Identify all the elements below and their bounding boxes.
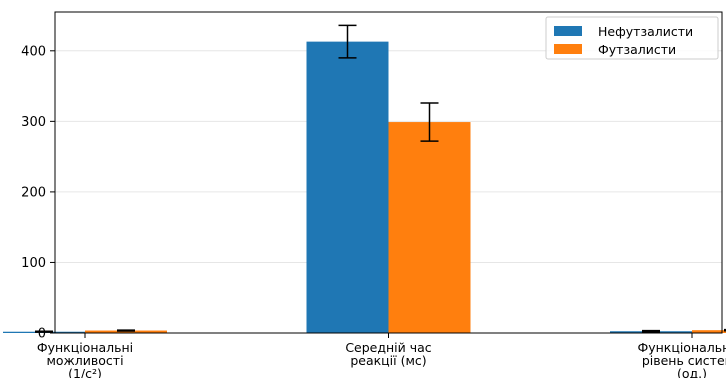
x-tick-label: Середній час реакції (мс) [345,340,431,368]
x-tick-label-line: можливості [46,353,123,368]
x-tick-label-line: реакції (мс) [350,353,426,368]
bar [306,41,389,333]
x-tick-label-line: Середній час [345,340,431,355]
bars [3,41,726,333]
y-tick-label: 300 [21,115,46,130]
legend-swatch [554,44,582,54]
y-tick-label: 200 [21,185,46,200]
legend-box [545,16,719,60]
legend-label: Футзалисти [598,42,676,57]
bar [85,330,167,333]
error-bars [35,24,726,333]
bar [692,330,726,333]
x-tick-label-line: рівень системи [642,353,726,368]
x-tick-label-line: Функціональний [637,340,726,355]
y-tick-label: 400 [21,44,46,59]
x-tick-label: Функціональні можливості (1/с²) [37,340,133,378]
x-tick-label-line: (1/с²) [68,366,102,378]
legend-label: Нефутзалисти [598,24,693,39]
x-tick-label-line: Функціональні [37,340,133,355]
x-axis: Функціональні можливості (1/с²) Середній ча… [37,333,726,378]
legend-swatch [554,26,582,36]
y-tick-label: 100 [21,256,46,271]
x-tick-label: Функціональнийрівень системи(од.) [637,340,726,378]
bar [388,122,471,333]
legend: Нефутзалисти Футзалисти [545,16,719,60]
y-axis: 0 100 200 300 400 [21,44,55,342]
x-tick-label-line: (од.) [677,366,707,378]
y-tick-label: 0 [38,327,46,342]
